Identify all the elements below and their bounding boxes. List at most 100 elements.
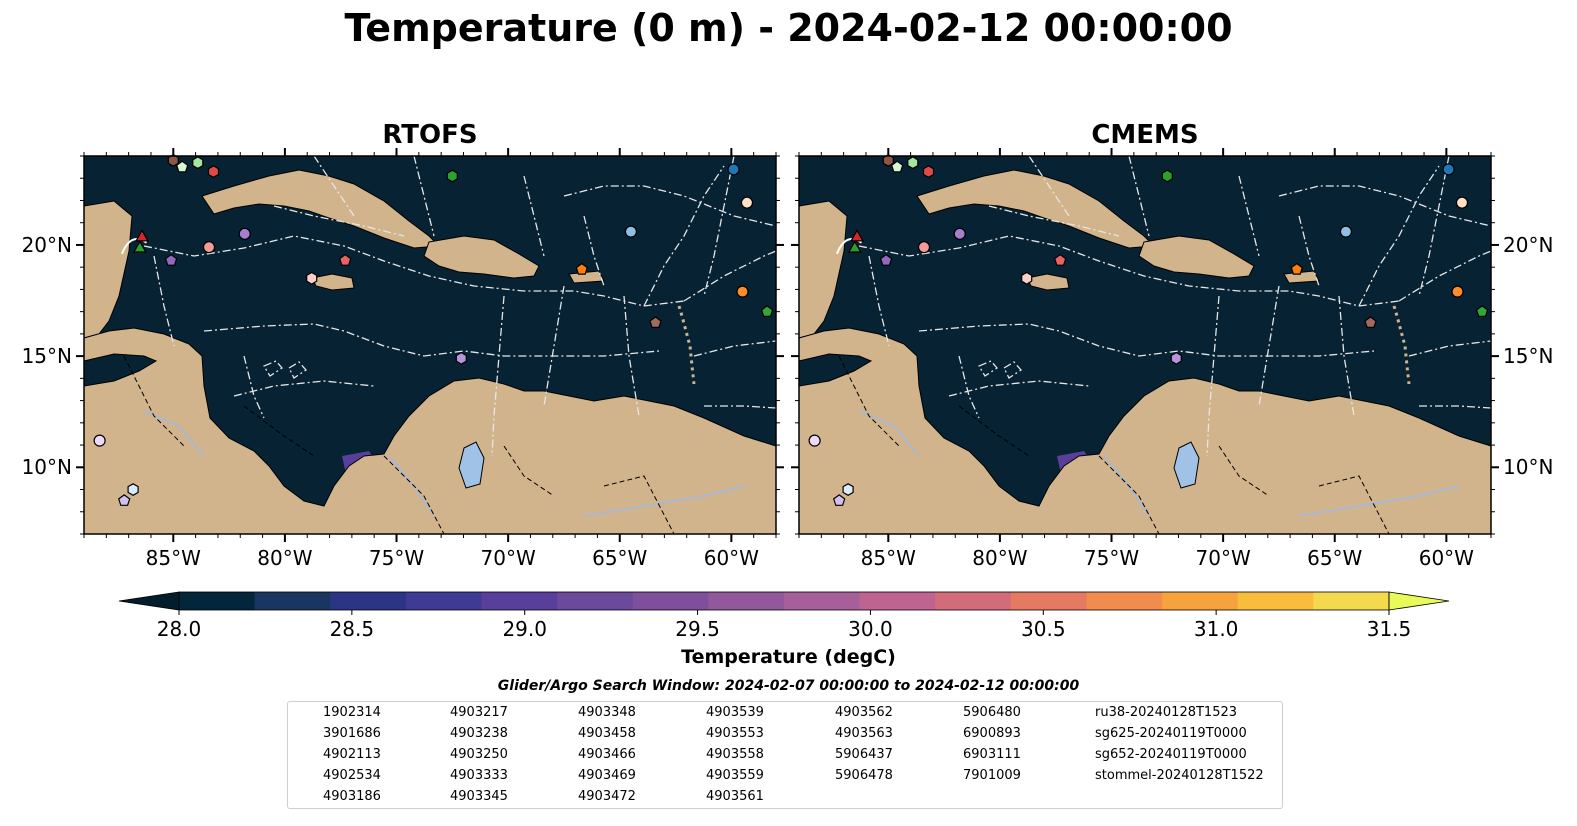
legend-entry-label: 4903563 xyxy=(835,726,893,741)
float-marker-4903217 xyxy=(575,262,589,275)
lon-tick-label: 60°W xyxy=(1418,546,1474,570)
colorbar-segment xyxy=(935,592,1012,610)
legend-entry-label: 6903111 xyxy=(963,747,1021,762)
float-marker-4903562 xyxy=(164,253,178,266)
legend-entry-label: 4903558 xyxy=(706,747,764,762)
colorbar-segment xyxy=(784,592,861,610)
panel-title-rtofs: RTOFS xyxy=(382,120,478,150)
lat-tick-label: 15°N xyxy=(21,344,72,369)
legend-entry-label: 4903348 xyxy=(578,705,636,720)
legend-entry-label: 1902314 xyxy=(323,705,381,720)
search-window-caption: Glider/Argo Search Window: 2024-02-07 00… xyxy=(497,678,1080,694)
legend-entry-label: 4903345 xyxy=(450,789,508,804)
lon-tick-label: 65°W xyxy=(592,546,648,570)
float-marker-1902314 xyxy=(1442,163,1455,176)
lon-tick-label: 65°W xyxy=(1307,546,1363,570)
lon-tick-label: 80°W xyxy=(257,546,313,570)
lat-tick-label: 10°N xyxy=(1503,455,1554,480)
float-marker-4903553 xyxy=(207,165,220,178)
legend-entry-label: stommel-20240128T1522 xyxy=(1095,768,1264,783)
float-marker-4903561 xyxy=(306,271,318,285)
colorbar-tick-label: 28.5 xyxy=(329,617,375,641)
legend-entry-label: 4903469 xyxy=(578,768,636,783)
legend-entry-label: 5906478 xyxy=(835,768,893,783)
lat-tick-label: 10°N xyxy=(21,455,72,480)
float-marker-4903469 xyxy=(192,156,204,170)
float-marker-6900893 xyxy=(167,154,179,167)
colorbar-segment xyxy=(859,592,936,610)
float-marker-5906437 xyxy=(1170,351,1182,365)
colorbar-segment xyxy=(1237,592,1314,610)
legend-entry-label: 4903553 xyxy=(706,726,764,741)
colorbar-tick-label: 29.5 xyxy=(675,617,720,641)
legend-entry-label: 4903562 xyxy=(835,705,893,720)
rtofs-map xyxy=(82,154,778,536)
float-marker-4903238 xyxy=(1451,285,1464,298)
lon-tick-label: 80°W xyxy=(972,546,1028,570)
legend-entry-label: 4902113 xyxy=(323,747,381,762)
legend-entry-label: 4903333 xyxy=(450,768,508,783)
float-marker-stommel-20240128T1522 xyxy=(135,229,150,242)
legend-entry-label: 4903561 xyxy=(706,789,764,804)
float-marker-sg652-20240119T0000 xyxy=(132,240,147,253)
legend-entry-label: 4903559 xyxy=(706,768,764,783)
lon-tick-label: 60°W xyxy=(703,546,759,570)
lon-tick-label: 75°W xyxy=(368,546,425,570)
float-marker-4903348 xyxy=(1161,169,1173,183)
float-marker-4903563 xyxy=(953,227,966,240)
legend-entry-label: 4903250 xyxy=(450,747,508,762)
legend-entry-label: sg652-20240119T0000 xyxy=(1095,747,1247,762)
lon-tick-label: 85°W xyxy=(145,546,201,570)
colorbar-segment xyxy=(1313,592,1390,610)
legend-entry-label: 6900893 xyxy=(963,726,1021,741)
float-marker-4903561 xyxy=(1021,271,1033,285)
colorbar-segment xyxy=(1010,592,1087,610)
legend-entry-label: 5906437 xyxy=(835,747,893,762)
colorbar-segment xyxy=(557,592,634,610)
float-marker-4903345 xyxy=(1455,196,1469,209)
colorbar-segment xyxy=(179,592,256,610)
lon-tick-label: 70°W xyxy=(480,546,536,570)
float-marker-4903563 xyxy=(238,227,251,240)
legend-entry-label: sg625-20240119T0000 xyxy=(1095,726,1247,741)
legend-entry-label: 4903238 xyxy=(450,726,508,741)
float-marker-6903111 xyxy=(649,316,662,328)
float-marker-4903458 xyxy=(1475,305,1489,317)
colorbar-tick-label: 31.0 xyxy=(1193,617,1239,641)
lat-tick-label: 20°N xyxy=(21,232,72,257)
colorbar-segment xyxy=(1162,592,1239,610)
cmems-floats xyxy=(808,154,1489,506)
lon-tick-label: 75°W xyxy=(1083,546,1140,570)
float-marker-5906437 xyxy=(455,351,467,365)
legend-entry-label: ru38-20240128T1523 xyxy=(1095,705,1238,720)
legend-entry-label: 4902534 xyxy=(323,768,381,783)
float-marker-4903558 xyxy=(338,253,352,266)
colorbar-segment xyxy=(405,592,482,610)
colorbar-tick-label: 31.5 xyxy=(1366,617,1412,641)
colorbar-extend-low xyxy=(118,591,180,611)
legend-entry-label: 4903217 xyxy=(450,705,508,720)
lat-tick-label: 20°N xyxy=(1503,232,1554,257)
float-marker-4903348 xyxy=(446,169,458,183)
colorbar-border xyxy=(178,591,1390,611)
colorbar-segment xyxy=(708,592,785,610)
float-marker-6900893 xyxy=(882,154,894,167)
axis-ticks xyxy=(76,148,1499,542)
lon-tick-label: 70°W xyxy=(1195,546,1251,570)
legend-entry-label: 5906480 xyxy=(963,705,1021,720)
float-marker-5906480 xyxy=(808,434,821,447)
float-marker-4903472 xyxy=(175,160,189,173)
legend-entry-label: 3901686 xyxy=(323,726,381,741)
legend-entry-label: 4903458 xyxy=(578,726,636,741)
panel-title-cmems: CMEMS xyxy=(1091,120,1199,150)
float-marker-4903186 xyxy=(842,483,854,496)
float-marker-4903558 xyxy=(1053,253,1067,266)
legend-entry-label: 4903186 xyxy=(323,789,381,804)
legend-entry-label: 4903466 xyxy=(578,747,636,762)
legend-entry-label: 7901009 xyxy=(963,768,1021,783)
float-marker-stommel-20240128T1522 xyxy=(850,229,865,242)
lon-tick-label: 85°W xyxy=(860,546,916,570)
colorbar-tick-label: 28.0 xyxy=(156,617,202,641)
float-marker-4903345 xyxy=(740,196,754,209)
colorbar-segment xyxy=(632,592,709,610)
